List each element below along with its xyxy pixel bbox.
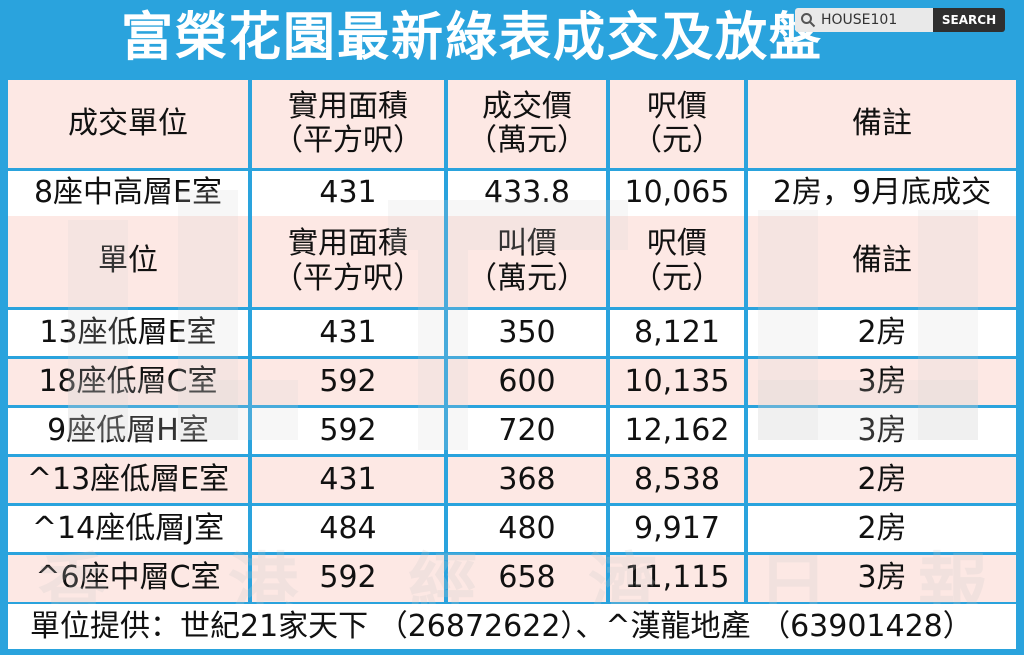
page-title-text: 富榮花園最新綠表成交及放盤: [120, 8, 823, 68]
header-area: 實用面積 （平方呎）: [252, 80, 444, 168]
cell-area: 592: [319, 412, 377, 448]
cell-remark: 2房: [857, 314, 907, 350]
cell-psf: 8,121: [634, 314, 720, 350]
cell-area: 431: [319, 314, 377, 350]
column-divider: [444, 80, 448, 602]
cell-psf: 10,065: [624, 175, 730, 211]
search-input[interactable]: HOUSE101: [795, 8, 933, 32]
cell-area: 592: [319, 560, 377, 596]
cell-remark: 3房: [857, 412, 907, 448]
cell-psf: 12,162: [624, 412, 730, 448]
row-divider: [8, 405, 1016, 408]
row-divider: [8, 168, 1016, 171]
page-title: 富榮花園最新綠表成交及放盤: [0, 0, 1024, 76]
table-row: ^14座低層J室 484 480 9,917 2房: [8, 506, 1016, 552]
header-area-line1: 實用面積: [288, 88, 408, 124]
header-price-line2: （萬元）: [467, 260, 587, 296]
cell-unit: ^6座中層C室: [35, 560, 221, 596]
header-psf: 呎價 （元）: [610, 216, 744, 307]
source-footer: 單位提供：世紀21家天下 （26872622）、^漢龍地產 （63901428）: [8, 604, 1016, 649]
column-divider: [248, 80, 252, 602]
header-psf-line1: 呎價: [647, 226, 707, 261]
cell-price: 720: [498, 412, 556, 448]
header-price-line2: （萬元）: [467, 123, 587, 158]
transaction-row: 8座中高層E室 431 433.8 10,065 2房，9月底成交: [8, 171, 1016, 216]
header-area-line1: 實用面積: [288, 226, 408, 261]
cell-psf: 10,135: [624, 363, 730, 399]
cell-price: 433.8: [484, 175, 570, 211]
header-price-line1: 成交價: [482, 88, 572, 124]
cell-psf: 9,917: [634, 510, 720, 546]
table-row: 13座低層E室 431 350 8,121 2房: [8, 310, 1016, 356]
search-button[interactable]: SEARCH: [933, 8, 1005, 32]
header-unit: 成交單位: [68, 105, 188, 141]
row-divider: [8, 307, 1016, 310]
cell-remark: 2房，9月底成交: [772, 175, 992, 211]
header-unit: 單位: [98, 243, 158, 279]
table-row: ^13座低層E室 431 368 8,538 2房: [8, 457, 1016, 503]
cell-area: 484: [319, 510, 377, 546]
data-table: 成交單位 實用面積 （平方呎） 成交價 （萬元） 呎價 （元） 備註 8座中高層E室 …: [8, 80, 1016, 627]
header-remark: 備註: [852, 105, 912, 141]
cell-remark: 3房: [857, 363, 907, 399]
table-row: 18座低層C室 592 600 10,135 3房: [8, 359, 1016, 405]
listing-header-row: 單位 實用面積 （平方呎） 叫價 （萬元） 呎價 （元） 備註: [8, 216, 1016, 307]
transaction-header-row: 成交單位 實用面積 （平方呎） 成交價 （萬元） 呎價 （元） 備註: [8, 80, 1016, 168]
table-row: 9座低層H室 592 720 12,162 3房: [8, 408, 1016, 454]
table-row: ^6座中層C室 592 658 11,115 3房: [8, 555, 1016, 602]
row-divider: [8, 503, 1016, 506]
cell-unit: ^14座低層J室: [31, 510, 225, 546]
cell-remark: 2房: [857, 510, 907, 546]
row-divider: [8, 454, 1016, 457]
cell-unit: 18座低層C室: [38, 363, 218, 399]
header-psf-line2: （元）: [632, 123, 722, 158]
cell-area: 592: [319, 363, 377, 399]
column-divider: [606, 80, 610, 602]
cell-price: 658: [498, 560, 556, 596]
cell-psf: 11,115: [624, 560, 730, 596]
header-area: 實用面積 （平方呎）: [252, 216, 444, 307]
header-psf: 呎價 （元）: [610, 80, 744, 168]
search-bar: HOUSE101 SEARCH: [795, 8, 1005, 32]
header-area-line2: （平方呎）: [273, 123, 423, 158]
row-divider: [8, 356, 1016, 359]
search-icon: [801, 13, 816, 28]
cell-psf: 8,538: [634, 461, 720, 497]
cell-area: 431: [319, 461, 377, 497]
cell-unit: 8座中高層E室: [33, 175, 223, 211]
row-divider: [8, 552, 1016, 555]
header-price: 成交價 （萬元）: [448, 80, 606, 168]
cell-price: 600: [498, 363, 556, 399]
header-psf-line2: （元）: [632, 260, 722, 296]
cell-area: 431: [319, 175, 377, 211]
cell-unit: 13座低層E室: [39, 314, 217, 350]
header-price-line1: 叫價: [497, 226, 557, 261]
header-area-line2: （平方呎）: [273, 260, 423, 296]
cell-price: 480: [498, 510, 556, 546]
cell-unit: ^13座低層E室: [26, 461, 230, 497]
cell-remark: 3房: [857, 560, 907, 596]
header-psf-line1: 呎價: [647, 88, 707, 124]
cell-price: 350: [498, 314, 556, 350]
column-divider: [744, 80, 748, 602]
header-price: 叫價 （萬元）: [448, 216, 606, 307]
cell-remark: 2房: [857, 461, 907, 497]
cell-price: 368: [498, 461, 556, 497]
header-remark: 備註: [852, 243, 912, 279]
cell-unit: 9座低層H室: [47, 412, 209, 448]
